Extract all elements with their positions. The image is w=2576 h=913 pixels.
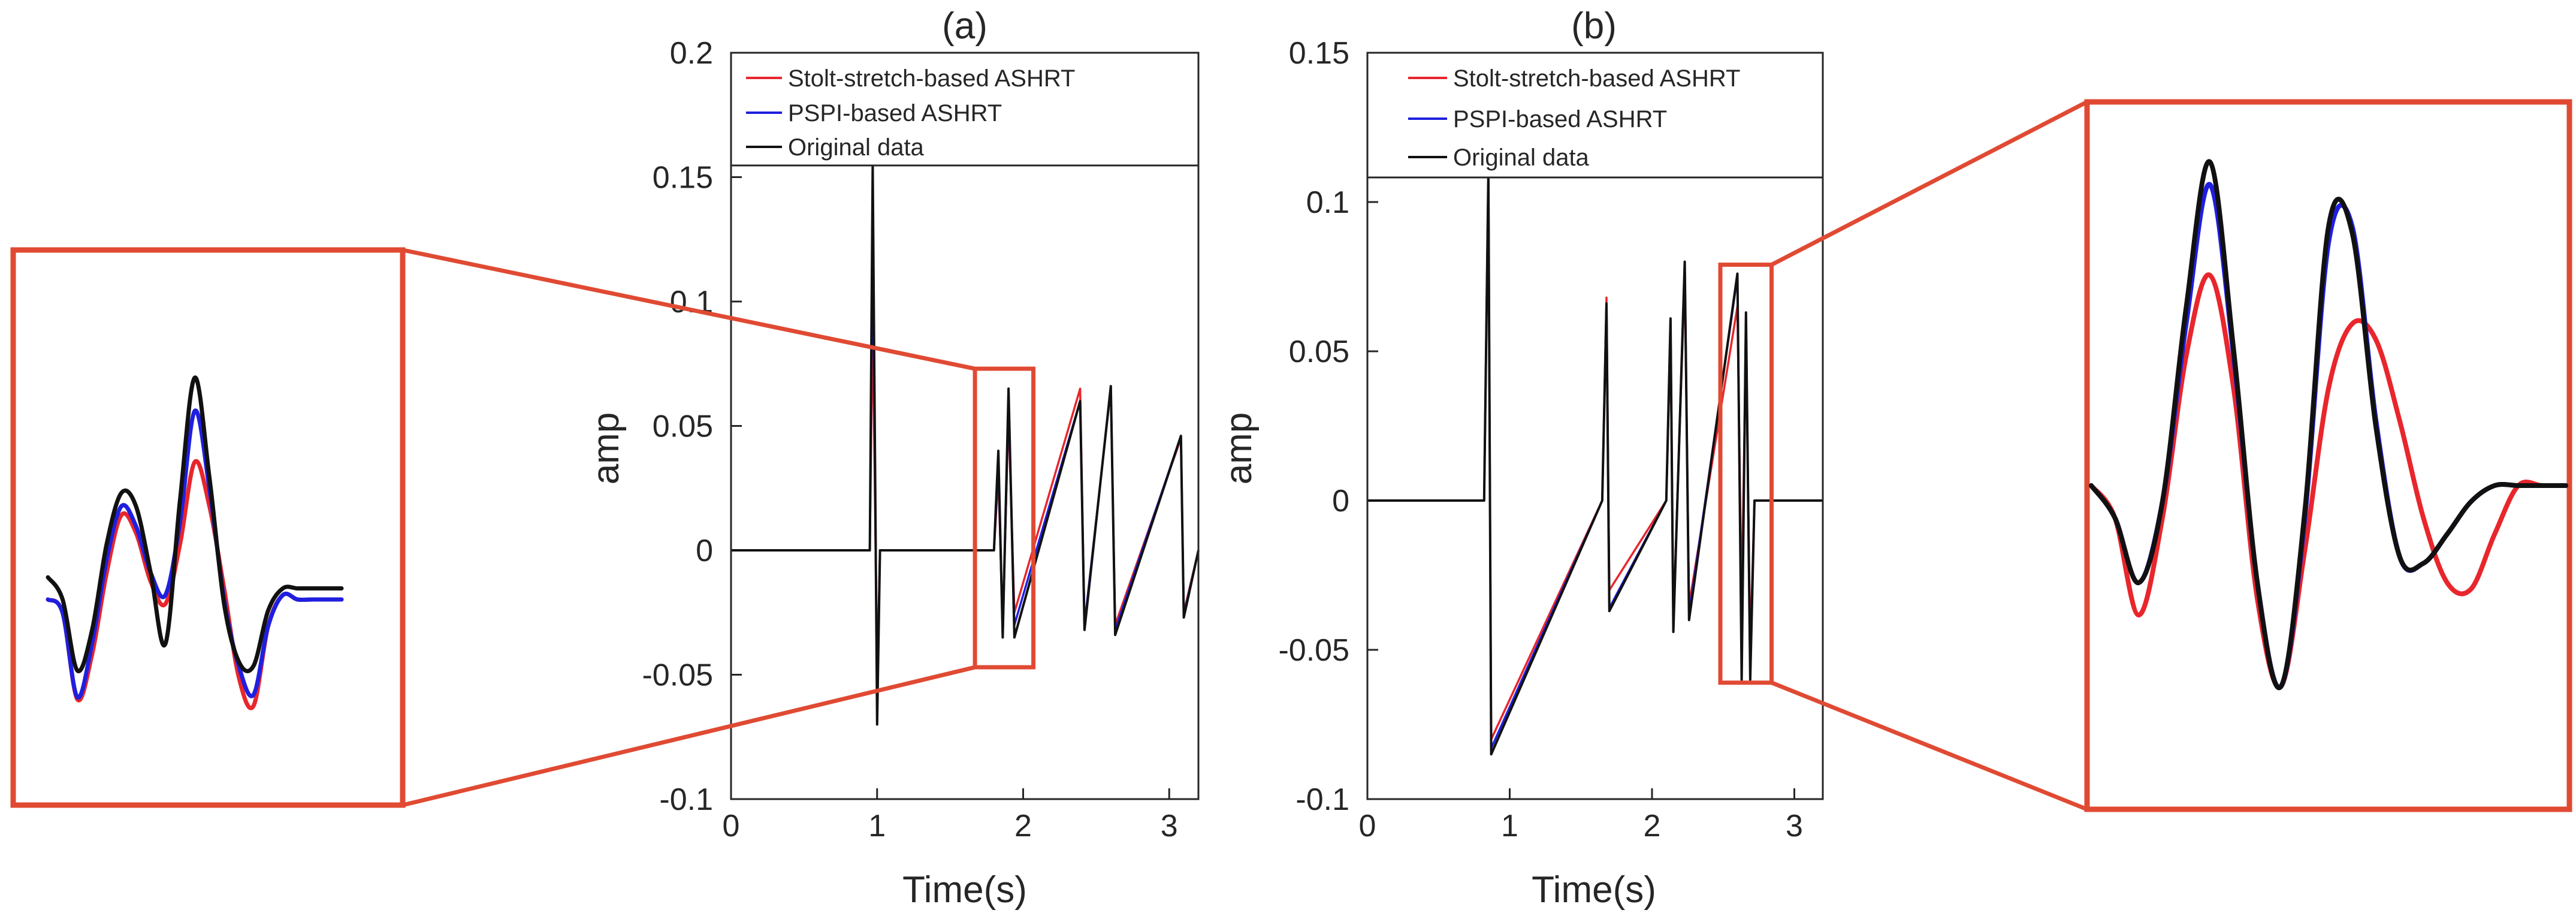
y-tick-label-a: 0.05 [653, 409, 713, 444]
y-tick-label-a: 0.2 [670, 36, 713, 71]
inset-panel-b [2084, 99, 2572, 812]
panel-b-ticks: 0 1 2 3 -0.1 -0.05 0 0.05 0.1 0.15 [1278, 36, 1802, 843]
x-tick-label-a: 1 [868, 809, 886, 843]
legend-b-label-pspi: PSPI-based ASHRT [1453, 106, 1667, 132]
series-line-stolt-b [1367, 171, 1823, 741]
x-tick-label-b: 1 [1501, 809, 1518, 843]
y-axis-label-a: amp [585, 412, 627, 485]
legend-b-label-stolt: Stolt-stretch-based ASHRT [1453, 65, 1740, 92]
y-tick-label-b: 0 [1332, 484, 1349, 519]
y-tick-label-b: -0.05 [1278, 633, 1349, 668]
connector-b-bottom [1771, 680, 2088, 812]
x-tick-label-a: 3 [1161, 809, 1178, 843]
legend-b-label-original: Original data [1453, 144, 1590, 171]
series-line-pspi-b [1367, 171, 1823, 750]
inset-series-line-original-b [2089, 159, 2568, 691]
panel-a-series-group [731, 163, 1200, 726]
y-axis-label-b: amp [1218, 412, 1260, 485]
inset-a-series-group [46, 375, 344, 710]
series-line-original-a [731, 163, 1200, 726]
y-tick-label-a: -0.05 [642, 658, 713, 693]
series-line-pspi-a [731, 225, 1200, 701]
connector-a-bottom [402, 665, 976, 807]
series-line-original-b [1367, 171, 1823, 756]
zoom-connectors [402, 100, 2088, 812]
chart-panel-b: (b) amp Time(s) 0 1 2 3 -0.1 -0.05 0 0.05 0.1 0.1… [1218, 5, 1824, 911]
y-tick-label-b: 0.1 [1306, 185, 1349, 220]
inset-series-line-original-a [46, 375, 344, 674]
x-tick-label-b: 3 [1786, 809, 1803, 843]
inset-series-line-pspi-a [46, 408, 344, 700]
x-axis-label-a: Time(s) [902, 869, 1027, 911]
inset-frame-a [10, 247, 406, 808]
inset-frame-b [2084, 99, 2572, 812]
x-tick-label-b: 2 [1644, 809, 1661, 843]
connector-a-top [402, 248, 976, 371]
chart-panel-a: (a) amp Time(s) 0 1 2 3-0.1-0.0500.050.10.1… [585, 5, 1200, 911]
y-tick-label-b: -0.1 [1295, 782, 1349, 817]
x-tick-label-a: 2 [1014, 809, 1032, 843]
y-tick-label-a: 0 [696, 534, 713, 568]
x-tick-label-b: 0 [1359, 809, 1376, 843]
panel-b-series-group [1367, 171, 1823, 756]
x-axis-label-b: Time(s) [1532, 869, 1656, 911]
connector-b-top [1770, 100, 2088, 267]
panel-title-a: (a) [942, 5, 987, 47]
y-tick-label-a: 0.15 [653, 161, 713, 195]
legend-box-a [730, 52, 1200, 167]
panel-title-b: (b) [1571, 5, 1617, 47]
zoom-box-a [973, 366, 1036, 670]
zoom-box-b [1718, 263, 1774, 685]
inset-panel-a [10, 247, 406, 808]
x-tick-label-a: 0 [723, 809, 740, 843]
y-tick-label-a: -0.1 [659, 782, 713, 817]
inset-b-series-group [2089, 159, 2568, 691]
legend-a-label-pspi: PSPI-based ASHRT [788, 100, 1002, 126]
legend-b: Stolt-stretch-based ASHRT PSPI-based ASH… [1366, 52, 1824, 179]
y-tick-label-b: 0.15 [1289, 36, 1349, 71]
legend-a-label-original: Original data [788, 134, 925, 161]
legend-a: Stolt-stretch-based ASHRT PSPI-based ASH… [730, 52, 1200, 167]
y-tick-label-b: 0.05 [1289, 335, 1349, 369]
legend-a-label-stolt: Stolt-stretch-based ASHRT [788, 65, 1075, 92]
